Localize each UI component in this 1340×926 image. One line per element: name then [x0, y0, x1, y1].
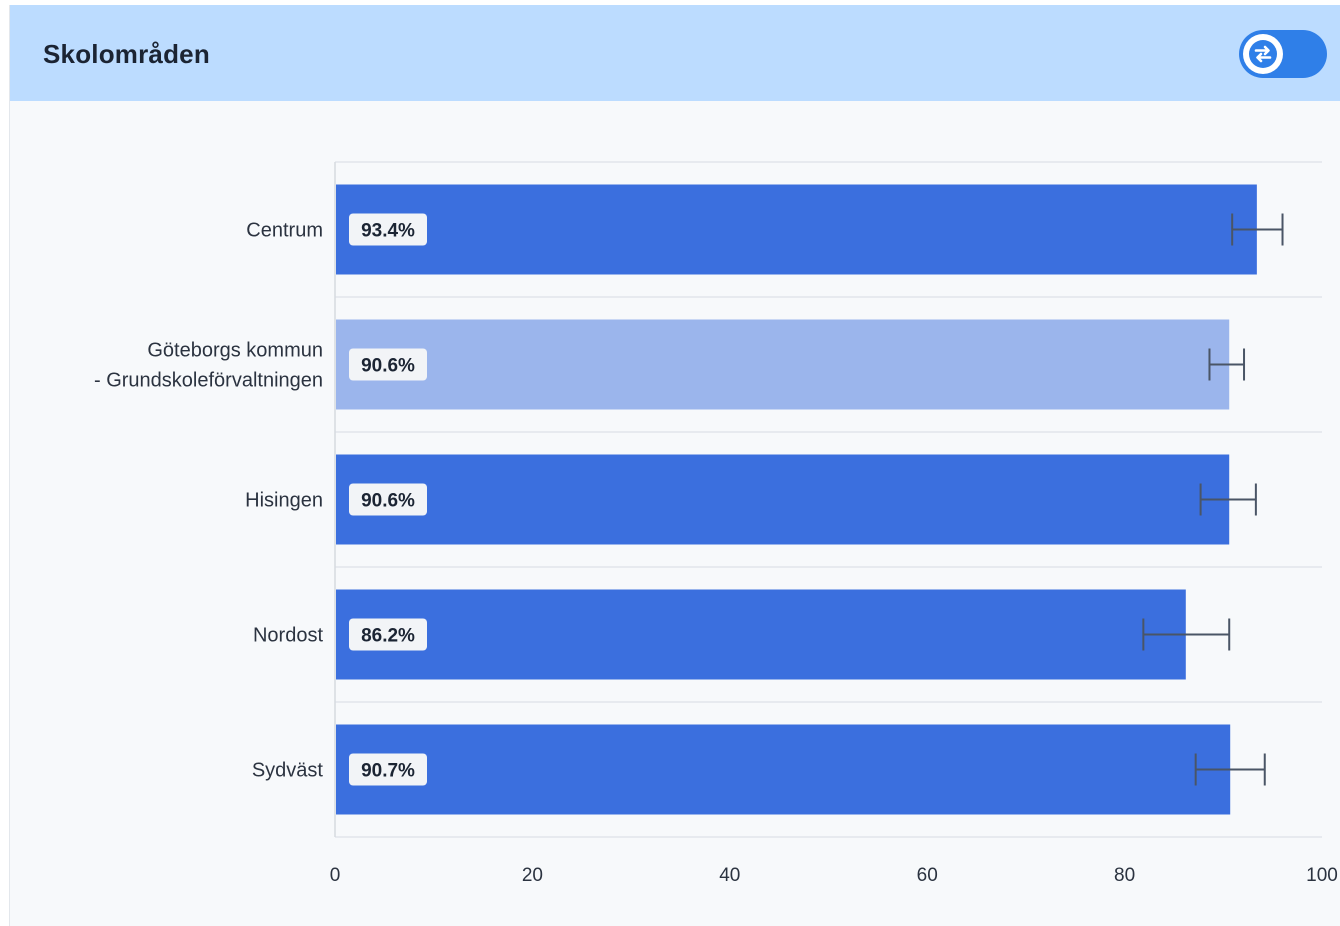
- category-label: Nordost: [253, 625, 323, 647]
- category-label: Centrum: [246, 220, 323, 242]
- x-tick-label: 0: [330, 865, 341, 886]
- x-tick-label: 60: [917, 865, 938, 886]
- bar: [336, 184, 1257, 275]
- bar: [336, 589, 1186, 680]
- x-tick-label: 80: [1114, 865, 1135, 886]
- bar: [336, 454, 1230, 545]
- category-label-line: Hisingen: [245, 490, 323, 512]
- category-label: Göteborgs kommun - Grundskoleförvaltninge…: [94, 340, 323, 392]
- value-label: 90.6%: [361, 356, 415, 377]
- value-label-box: [349, 753, 427, 786]
- category-label: Hisingen: [245, 490, 323, 512]
- x-tick-label: 20: [522, 865, 543, 886]
- value-label-box: [349, 618, 427, 651]
- value-label: 90.6%: [361, 491, 415, 512]
- category-label-line: Nordost: [253, 625, 323, 647]
- swap-arrows-icon: [1249, 40, 1277, 68]
- value-label-box: [349, 348, 427, 381]
- value-label-box: [349, 213, 427, 246]
- value-label: 93.4%: [361, 221, 415, 242]
- category-label-line: - Grundskoleförvaltningen: [94, 370, 323, 392]
- toggle-knob[interactable]: [1243, 34, 1283, 74]
- category-label-line: Centrum: [246, 220, 323, 242]
- bar: [336, 724, 1231, 815]
- value-label: 86.2%: [361, 626, 415, 647]
- panel-header: Skolområden: [10, 5, 1340, 101]
- x-tick-label: 100: [1306, 865, 1338, 886]
- category-label-line: Sydväst: [252, 760, 324, 782]
- view-toggle[interactable]: [1239, 30, 1327, 78]
- x-tick-label: 40: [719, 865, 740, 886]
- category-label: Sydväst: [252, 760, 324, 782]
- category-label-line: Göteborgs kommun: [147, 340, 323, 362]
- value-label-box: [349, 483, 427, 516]
- bar: [336, 319, 1230, 410]
- panel-title: Skolområden: [43, 39, 210, 69]
- value-label: 90.7%: [361, 761, 415, 782]
